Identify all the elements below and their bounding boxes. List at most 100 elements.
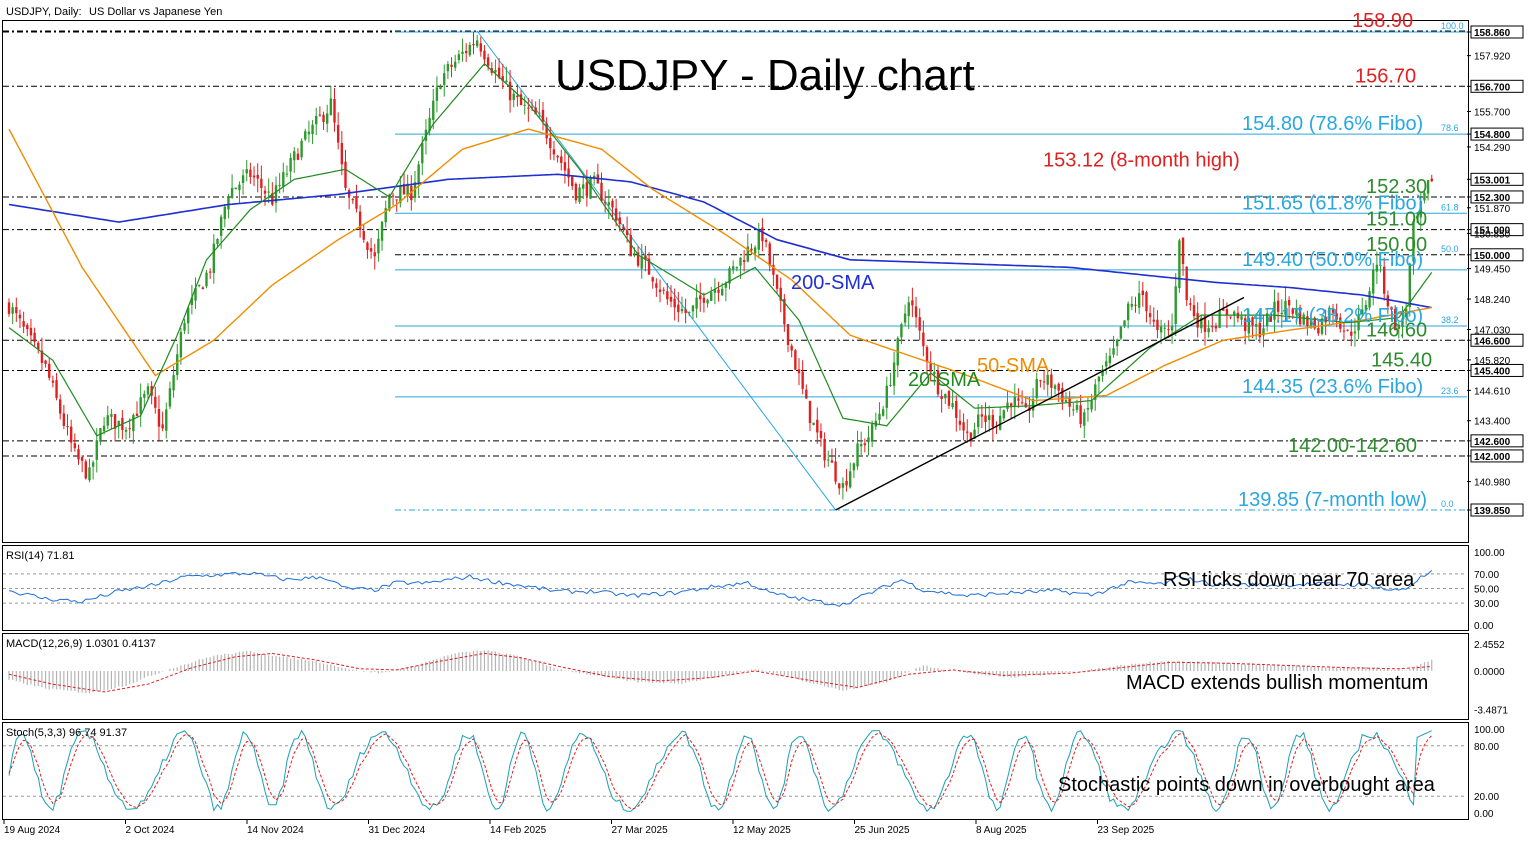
candle-body: [154, 396, 157, 408]
x-label: 8 Aug 2025: [976, 825, 1027, 836]
level-label: 145.40: [1371, 349, 1432, 371]
candle-body: [592, 175, 596, 179]
macd-tick: -3.4871: [1474, 705, 1508, 716]
candle-body: [731, 266, 735, 270]
candle-body: [1353, 331, 1357, 334]
candle-body: [197, 284, 201, 286]
candle-body: [99, 428, 102, 442]
candle-body: [779, 287, 782, 301]
candle-body: [1254, 324, 1258, 327]
candle-body: [761, 227, 764, 242]
candle-body: [907, 302, 910, 317]
candle-body: [1123, 320, 1126, 327]
candle-body: [95, 440, 98, 460]
candle-body: [980, 414, 984, 417]
candle-body: [805, 389, 808, 399]
candle-body: [241, 175, 245, 183]
candle-body: [969, 432, 973, 441]
candle-body: [263, 190, 267, 194]
candle-body: [951, 403, 954, 408]
candle-body: [84, 461, 88, 479]
level-label: 147.17 (38.2% Fibo): [1242, 305, 1423, 327]
rsi-tick: 100.00: [1474, 548, 1505, 559]
candle-body: [66, 426, 69, 428]
candle-body: [578, 187, 581, 202]
candle-body: [102, 425, 106, 432]
axis-price-label: 154.800: [1474, 130, 1511, 141]
candle-body: [1419, 201, 1422, 218]
sma-20-label: 20-SMA: [908, 369, 981, 391]
candle-body: [59, 399, 62, 414]
candle-body: [611, 200, 614, 208]
candle-body: [783, 299, 786, 325]
candle-body: [1262, 328, 1265, 336]
candle-body: [1185, 266, 1188, 301]
candle-body: [1397, 324, 1401, 329]
candle-body: [483, 50, 486, 60]
axis-price-label: 157.920: [1474, 52, 1511, 63]
candle-body: [636, 252, 640, 266]
level-label: 152.30: [1366, 176, 1427, 198]
candle-body: [351, 199, 354, 201]
candle-body: [658, 289, 662, 292]
candle-body: [929, 363, 932, 372]
candle-body: [479, 43, 483, 52]
candle-body: [947, 391, 951, 406]
candle-body: [344, 161, 347, 188]
candle-body: [589, 177, 592, 199]
candle-body: [984, 415, 987, 422]
axis-price-label: 151.000: [1474, 226, 1511, 237]
axis-price-label: 145.400: [1474, 366, 1511, 377]
candle-body: [80, 457, 84, 461]
candle-body: [399, 186, 402, 204]
candle-body: [772, 264, 775, 275]
candle-body: [1317, 327, 1320, 334]
level-label: 149.40 (50.0% Fibo): [1242, 249, 1423, 271]
candle-body: [823, 438, 826, 461]
candle-body: [274, 185, 278, 203]
candle-body: [505, 80, 508, 83]
level-label: 150.00: [1366, 234, 1427, 256]
candle-body: [567, 168, 570, 178]
candle-body: [322, 114, 325, 122]
axis-price-label: 153.001: [1474, 175, 1511, 186]
candle-body: [172, 375, 175, 391]
level-label: 146.60: [1366, 319, 1427, 341]
axis-price-label: 142.600: [1474, 437, 1511, 448]
candle-body: [1083, 412, 1086, 426]
candle-body: [706, 299, 709, 304]
candle-body: [402, 184, 406, 195]
candle-body: [249, 169, 252, 177]
candle-body: [1057, 383, 1060, 391]
candle-body: [1240, 316, 1243, 320]
candle-body: [1342, 330, 1346, 332]
candle-body: [395, 199, 398, 201]
candle-body: [252, 175, 256, 178]
candle-body: [955, 401, 958, 418]
candle-body: [713, 289, 717, 293]
candle-body: [1372, 269, 1375, 294]
candle-body: [227, 197, 230, 210]
axis-price-label: 140.980: [1474, 478, 1511, 489]
chart-description: US Dollar vs Japanese Yen: [89, 6, 222, 18]
candle-body: [1430, 178, 1433, 182]
candle-body: [560, 156, 563, 163]
candle-body: [633, 253, 636, 255]
candle-body: [1291, 308, 1294, 314]
candle-body: [1331, 309, 1335, 313]
stoch-tick: 80.00: [1474, 742, 1499, 753]
axis-price-label: 158.860: [1474, 28, 1511, 39]
candle-body: [183, 322, 186, 331]
candle-body: [1284, 300, 1287, 315]
candle-body: [724, 283, 728, 288]
candle-body: [1170, 326, 1174, 331]
price-level-lines: [3, 30, 1467, 511]
candle-body: [541, 109, 545, 122]
candle-body: [1280, 312, 1283, 315]
candle-body: [1035, 379, 1038, 399]
annotations: 100.0 78.6 61.8 50.0 38.2 23.6 0.0 158.90 156.70…: [791, 10, 1464, 511]
candle-body: [300, 140, 303, 158]
candle-body: [691, 305, 695, 312]
candle-body: [1200, 317, 1203, 329]
